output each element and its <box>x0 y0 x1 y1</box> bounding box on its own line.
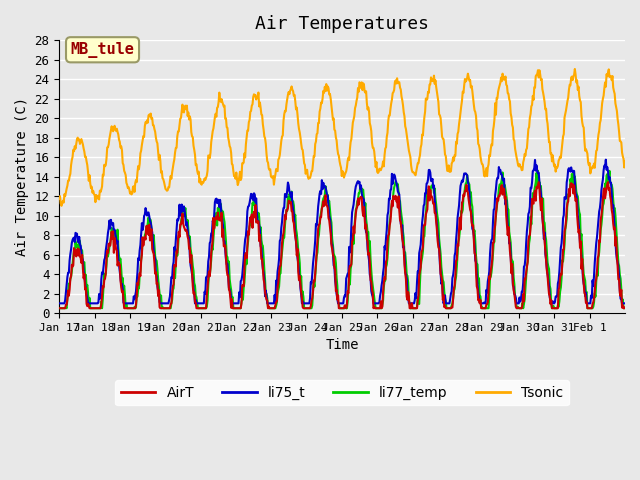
AirT <box>433 219 440 225</box>
Line: li75_t: li75_t <box>60 160 625 303</box>
li75_t <box>401 252 408 258</box>
AirT <box>401 262 408 267</box>
Tsonic <box>227 145 234 151</box>
Title: Air Temperatures: Air Temperatures <box>255 15 429 33</box>
li75_t <box>254 218 262 224</box>
li75_t <box>226 287 234 293</box>
AirT <box>226 288 234 294</box>
li77_temp <box>401 250 408 256</box>
AirT <box>56 305 63 311</box>
AirT <box>122 305 129 311</box>
AirT <box>275 270 283 276</box>
li77_temp <box>122 304 129 310</box>
li77_temp <box>56 305 63 311</box>
li77_temp <box>534 168 542 174</box>
li75_t <box>433 215 440 221</box>
Legend: AirT, li75_t, li77_temp, Tsonic: AirT, li75_t, li77_temp, Tsonic <box>115 380 569 405</box>
Text: MB_tule: MB_tule <box>70 42 134 58</box>
Line: li77_temp: li77_temp <box>60 171 625 308</box>
Tsonic <box>621 158 629 164</box>
li77_temp <box>433 202 440 207</box>
AirT <box>604 179 612 185</box>
AirT <box>254 220 262 226</box>
Tsonic <box>56 196 63 202</box>
li77_temp <box>226 276 234 282</box>
li77_temp <box>254 214 262 219</box>
li75_t <box>122 300 129 306</box>
AirT <box>621 304 629 310</box>
Tsonic <box>58 203 65 209</box>
Tsonic <box>401 123 409 129</box>
Line: Tsonic: Tsonic <box>60 69 625 206</box>
li75_t <box>56 300 63 306</box>
li75_t <box>621 300 629 306</box>
li75_t <box>275 256 283 262</box>
Y-axis label: Air Temperature (C): Air Temperature (C) <box>15 97 29 256</box>
Line: AirT: AirT <box>60 182 625 308</box>
li75_t <box>602 157 610 163</box>
li77_temp <box>621 305 629 311</box>
li77_temp <box>275 284 283 289</box>
Tsonic <box>571 66 579 72</box>
Tsonic <box>276 152 284 158</box>
Tsonic <box>433 89 441 95</box>
X-axis label: Time: Time <box>325 338 359 352</box>
Tsonic <box>122 180 130 186</box>
Tsonic <box>255 90 262 96</box>
